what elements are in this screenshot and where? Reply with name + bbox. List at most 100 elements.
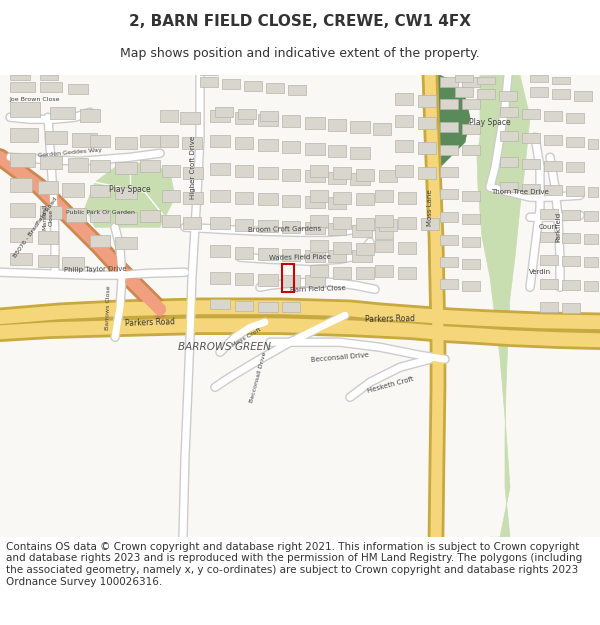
Bar bbox=[395, 140, 413, 152]
Bar bbox=[462, 214, 480, 224]
Text: Joe Brown Close: Joe Brown Close bbox=[10, 97, 60, 102]
Bar bbox=[182, 138, 202, 149]
Bar bbox=[375, 265, 393, 278]
Bar bbox=[328, 173, 346, 184]
Bar bbox=[544, 111, 562, 121]
Bar bbox=[418, 95, 436, 108]
Bar bbox=[282, 221, 300, 233]
Bar bbox=[328, 223, 346, 235]
Bar bbox=[235, 301, 253, 311]
Bar bbox=[588, 188, 598, 198]
Bar bbox=[115, 238, 137, 249]
Bar bbox=[305, 196, 325, 208]
Bar bbox=[562, 303, 580, 313]
Bar bbox=[540, 255, 558, 265]
Text: Philip Taylor Drive: Philip Taylor Drive bbox=[64, 266, 127, 272]
Bar bbox=[50, 107, 75, 119]
Bar bbox=[540, 279, 558, 289]
Bar bbox=[10, 75, 30, 80]
Bar bbox=[282, 302, 300, 312]
Bar bbox=[455, 75, 473, 82]
Bar bbox=[45, 131, 67, 144]
Bar bbox=[350, 121, 370, 133]
Bar bbox=[584, 258, 598, 268]
Text: B5076 - Bradfield Road: B5076 - Bradfield Road bbox=[12, 196, 58, 258]
Bar bbox=[282, 169, 300, 181]
Bar bbox=[282, 195, 300, 208]
Bar bbox=[210, 190, 230, 202]
Bar bbox=[333, 268, 351, 279]
Bar bbox=[462, 99, 480, 109]
Bar bbox=[584, 211, 598, 221]
Bar bbox=[68, 84, 88, 94]
Bar bbox=[552, 89, 570, 99]
Text: Moss Croft: Moss Croft bbox=[232, 327, 263, 348]
Bar bbox=[356, 218, 374, 230]
Text: 2, BARN FIELD CLOSE, CREWE, CW1 4FX: 2, BARN FIELD CLOSE, CREWE, CW1 4FX bbox=[129, 14, 471, 29]
Bar bbox=[10, 228, 32, 242]
Bar bbox=[162, 190, 180, 202]
Bar bbox=[544, 161, 562, 171]
Bar bbox=[333, 242, 351, 254]
Bar bbox=[574, 91, 592, 101]
Bar bbox=[418, 142, 436, 154]
Bar bbox=[552, 78, 570, 84]
Bar bbox=[282, 141, 300, 153]
Bar bbox=[566, 138, 584, 148]
Bar bbox=[462, 238, 480, 248]
Bar bbox=[421, 218, 439, 230]
Bar bbox=[258, 220, 278, 232]
Bar bbox=[160, 135, 178, 148]
Bar bbox=[90, 235, 110, 248]
Bar bbox=[544, 185, 562, 195]
Bar bbox=[373, 123, 391, 135]
Bar bbox=[238, 109, 256, 119]
Bar bbox=[90, 135, 110, 148]
Text: Barrows Close: Barrows Close bbox=[105, 285, 111, 329]
Bar bbox=[566, 162, 584, 172]
Bar bbox=[282, 264, 294, 292]
Bar bbox=[350, 173, 370, 185]
Bar bbox=[80, 109, 100, 123]
Bar bbox=[522, 109, 540, 119]
Bar bbox=[210, 135, 230, 148]
Bar bbox=[235, 138, 253, 149]
Bar bbox=[462, 124, 480, 134]
Bar bbox=[462, 145, 480, 155]
Text: Gordon Geddes Way: Gordon Geddes Way bbox=[38, 147, 102, 158]
Bar bbox=[235, 273, 253, 285]
Text: Hesketh Croft: Hesketh Croft bbox=[366, 376, 414, 394]
Bar bbox=[62, 258, 84, 269]
Bar bbox=[258, 114, 278, 126]
Bar bbox=[477, 89, 495, 99]
Bar bbox=[522, 133, 540, 143]
Bar bbox=[328, 145, 346, 158]
Bar bbox=[140, 160, 160, 172]
Bar bbox=[258, 168, 278, 179]
Bar bbox=[38, 181, 58, 194]
Bar bbox=[266, 83, 284, 93]
Bar bbox=[395, 115, 413, 128]
Bar bbox=[305, 118, 325, 129]
Bar bbox=[352, 250, 372, 262]
Bar bbox=[10, 253, 32, 265]
Bar bbox=[333, 168, 351, 179]
Bar bbox=[530, 75, 548, 82]
Bar bbox=[183, 168, 203, 179]
Bar bbox=[282, 249, 300, 261]
Bar bbox=[258, 193, 278, 205]
Bar bbox=[310, 265, 328, 278]
Bar bbox=[562, 256, 580, 266]
Bar bbox=[356, 169, 374, 181]
Polygon shape bbox=[85, 162, 175, 228]
Bar bbox=[500, 158, 518, 168]
Bar bbox=[522, 184, 540, 194]
Bar bbox=[305, 222, 325, 234]
Bar bbox=[10, 128, 38, 142]
Bar bbox=[288, 85, 306, 95]
Bar bbox=[10, 82, 35, 92]
Bar bbox=[530, 88, 548, 98]
Bar bbox=[375, 215, 393, 227]
Bar bbox=[38, 255, 58, 268]
Bar bbox=[440, 145, 458, 155]
